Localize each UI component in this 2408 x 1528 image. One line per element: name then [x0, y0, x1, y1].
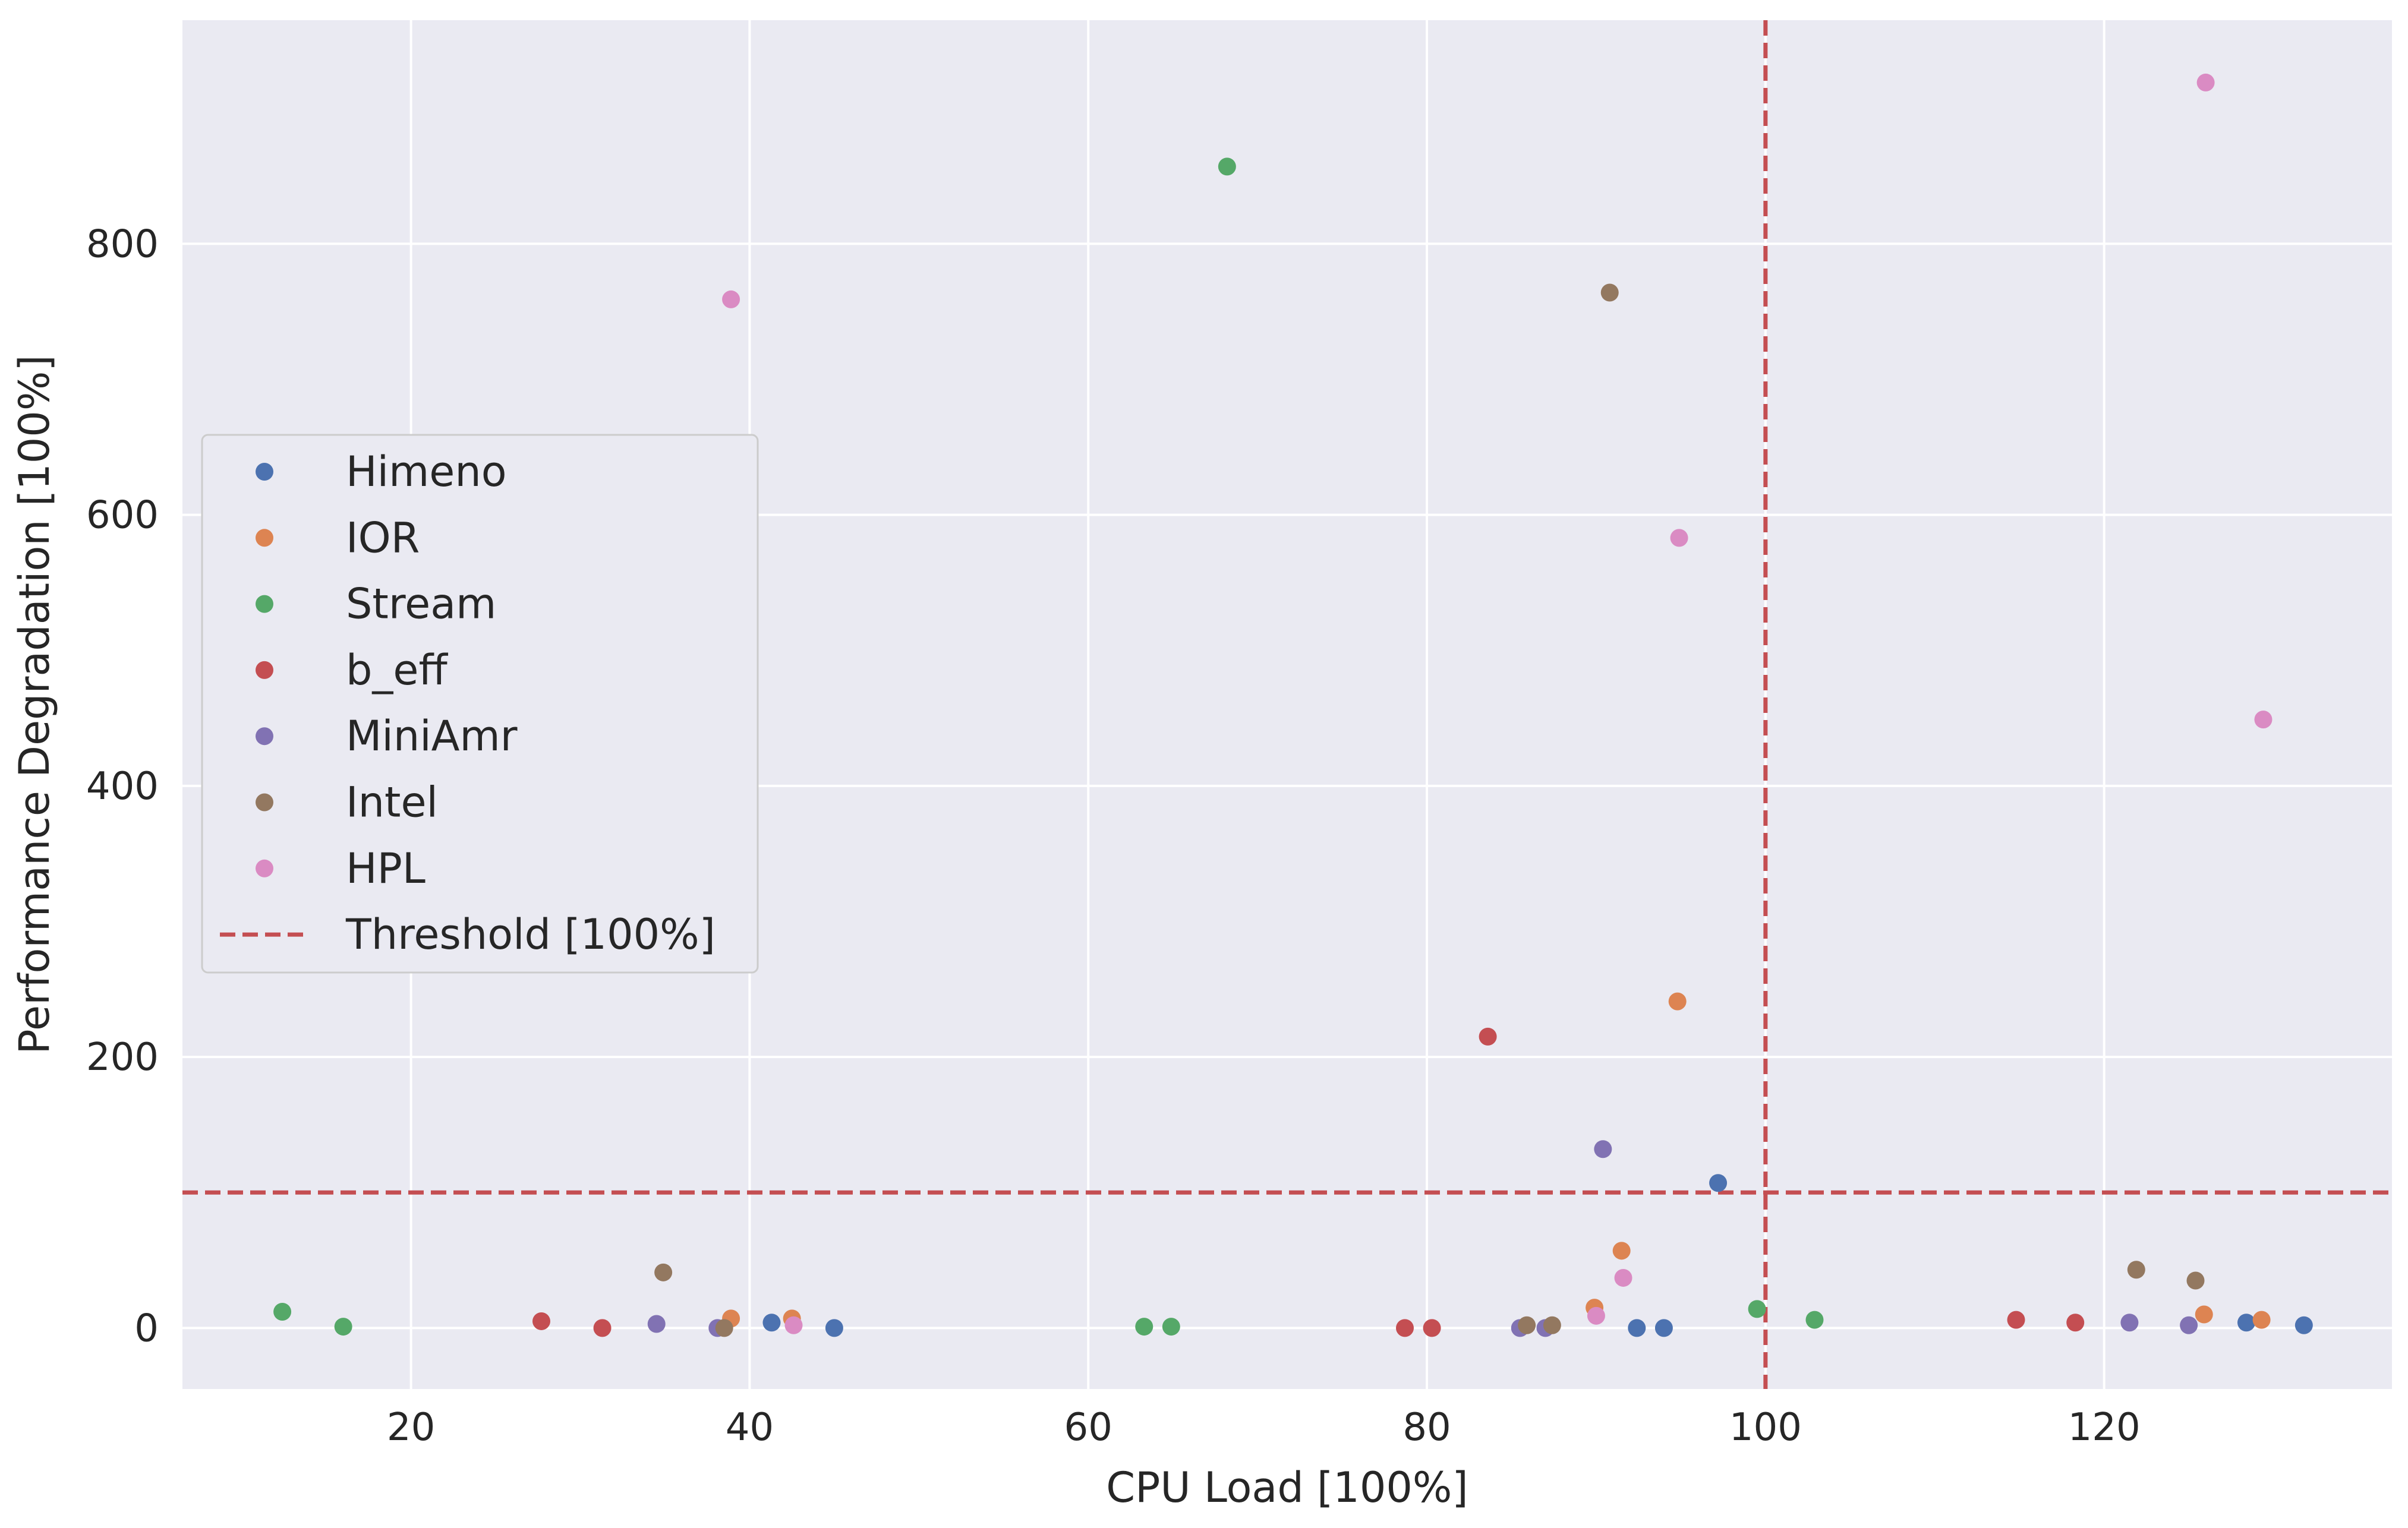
legend-label: Himeno — [346, 447, 507, 496]
legend: Himeno IOR Stream b_eff MiniAmr Intel HPL Thres… — [201, 434, 759, 974]
data-point — [1612, 1242, 1631, 1260]
x-tick-label: 20 — [387, 1406, 435, 1450]
legend-label: Threshold [100%] — [345, 910, 716, 959]
data-point — [1748, 1300, 1766, 1318]
data-point — [784, 1316, 803, 1334]
legend-marker — [256, 529, 273, 547]
data-point — [715, 1319, 733, 1337]
data-point — [1628, 1319, 1646, 1337]
y-axis-title: Performance Degradation [100%] — [10, 355, 59, 1054]
y-tick-label: 0 — [134, 1306, 159, 1350]
data-points — [273, 73, 2313, 1337]
data-point — [2120, 1314, 2139, 1332]
legend-marker — [256, 727, 273, 746]
data-point — [1709, 1174, 1728, 1192]
series-hpl — [722, 73, 2273, 1334]
data-point — [1670, 529, 1688, 547]
series-intel — [654, 283, 2205, 1337]
legend-marker — [256, 859, 273, 877]
data-point — [1668, 992, 1687, 1011]
data-point — [1518, 1316, 1536, 1334]
data-point — [1543, 1316, 1561, 1334]
data-point — [2127, 1261, 2145, 1279]
legend-marker — [256, 595, 273, 613]
y-tick-label: 400 — [86, 765, 159, 809]
x-tick-label: 40 — [726, 1406, 774, 1450]
data-point — [2066, 1314, 2085, 1332]
data-point — [1423, 1319, 1441, 1337]
legend-label: Stream — [346, 580, 496, 629]
legend-label: MiniAmr — [346, 712, 518, 760]
legend-marker — [256, 793, 273, 812]
data-point — [1614, 1268, 1632, 1287]
data-point — [593, 1319, 612, 1337]
x-tick-label: 120 — [2068, 1406, 2141, 1450]
data-point — [1600, 283, 1619, 302]
y-tick-label: 800 — [86, 222, 159, 266]
data-point — [532, 1312, 550, 1330]
data-point — [2007, 1311, 2025, 1329]
legend-label: Intel — [346, 778, 438, 827]
data-point — [654, 1263, 673, 1281]
data-point — [1805, 1311, 1824, 1329]
x-tick-label: 80 — [1402, 1406, 1451, 1450]
legend-box — [201, 434, 759, 974]
data-point — [2186, 1271, 2205, 1290]
data-point — [1218, 157, 1236, 176]
x-axis-title: CPU Load [100%] — [1106, 1463, 1468, 1512]
y-tick-label: 200 — [86, 1035, 159, 1079]
data-point — [1162, 1318, 1180, 1336]
y-tick-label: 600 — [86, 494, 159, 538]
legend-label: HPL — [346, 844, 426, 893]
legend-marker — [256, 463, 273, 481]
series-b-eff — [532, 1027, 2085, 1337]
data-point — [2237, 1314, 2255, 1332]
legend-label: b_eff — [346, 646, 449, 694]
data-point — [647, 1315, 666, 1333]
data-point — [2195, 1305, 2213, 1324]
data-point — [762, 1314, 781, 1332]
data-point — [1587, 1306, 1605, 1325]
data-point — [334, 1318, 352, 1336]
data-point — [273, 1302, 292, 1321]
x-tick-label: 60 — [1064, 1406, 1112, 1450]
data-point — [1479, 1027, 1497, 1046]
data-point — [2180, 1316, 2198, 1334]
data-point — [1654, 1319, 1673, 1337]
data-point — [1594, 1140, 1612, 1158]
series-stream — [273, 157, 1824, 1336]
data-point — [2252, 1311, 2271, 1329]
legend-marker — [256, 661, 273, 679]
data-point — [2196, 73, 2215, 91]
y-tick-labels: 0 200 400 600 800 — [86, 222, 159, 1350]
data-point — [1135, 1318, 1153, 1336]
data-point — [2294, 1316, 2313, 1334]
x-tick-label: 100 — [1729, 1406, 1802, 1450]
threshold-lines — [182, 20, 2392, 1389]
data-point — [2254, 711, 2273, 729]
legend-label: IOR — [346, 513, 420, 562]
data-point — [722, 290, 740, 308]
data-point — [825, 1319, 843, 1337]
series-himeno — [762, 1174, 2313, 1337]
x-tick-labels: 20 40 60 80 100 120 — [387, 1406, 2141, 1450]
data-point — [1396, 1319, 1414, 1337]
